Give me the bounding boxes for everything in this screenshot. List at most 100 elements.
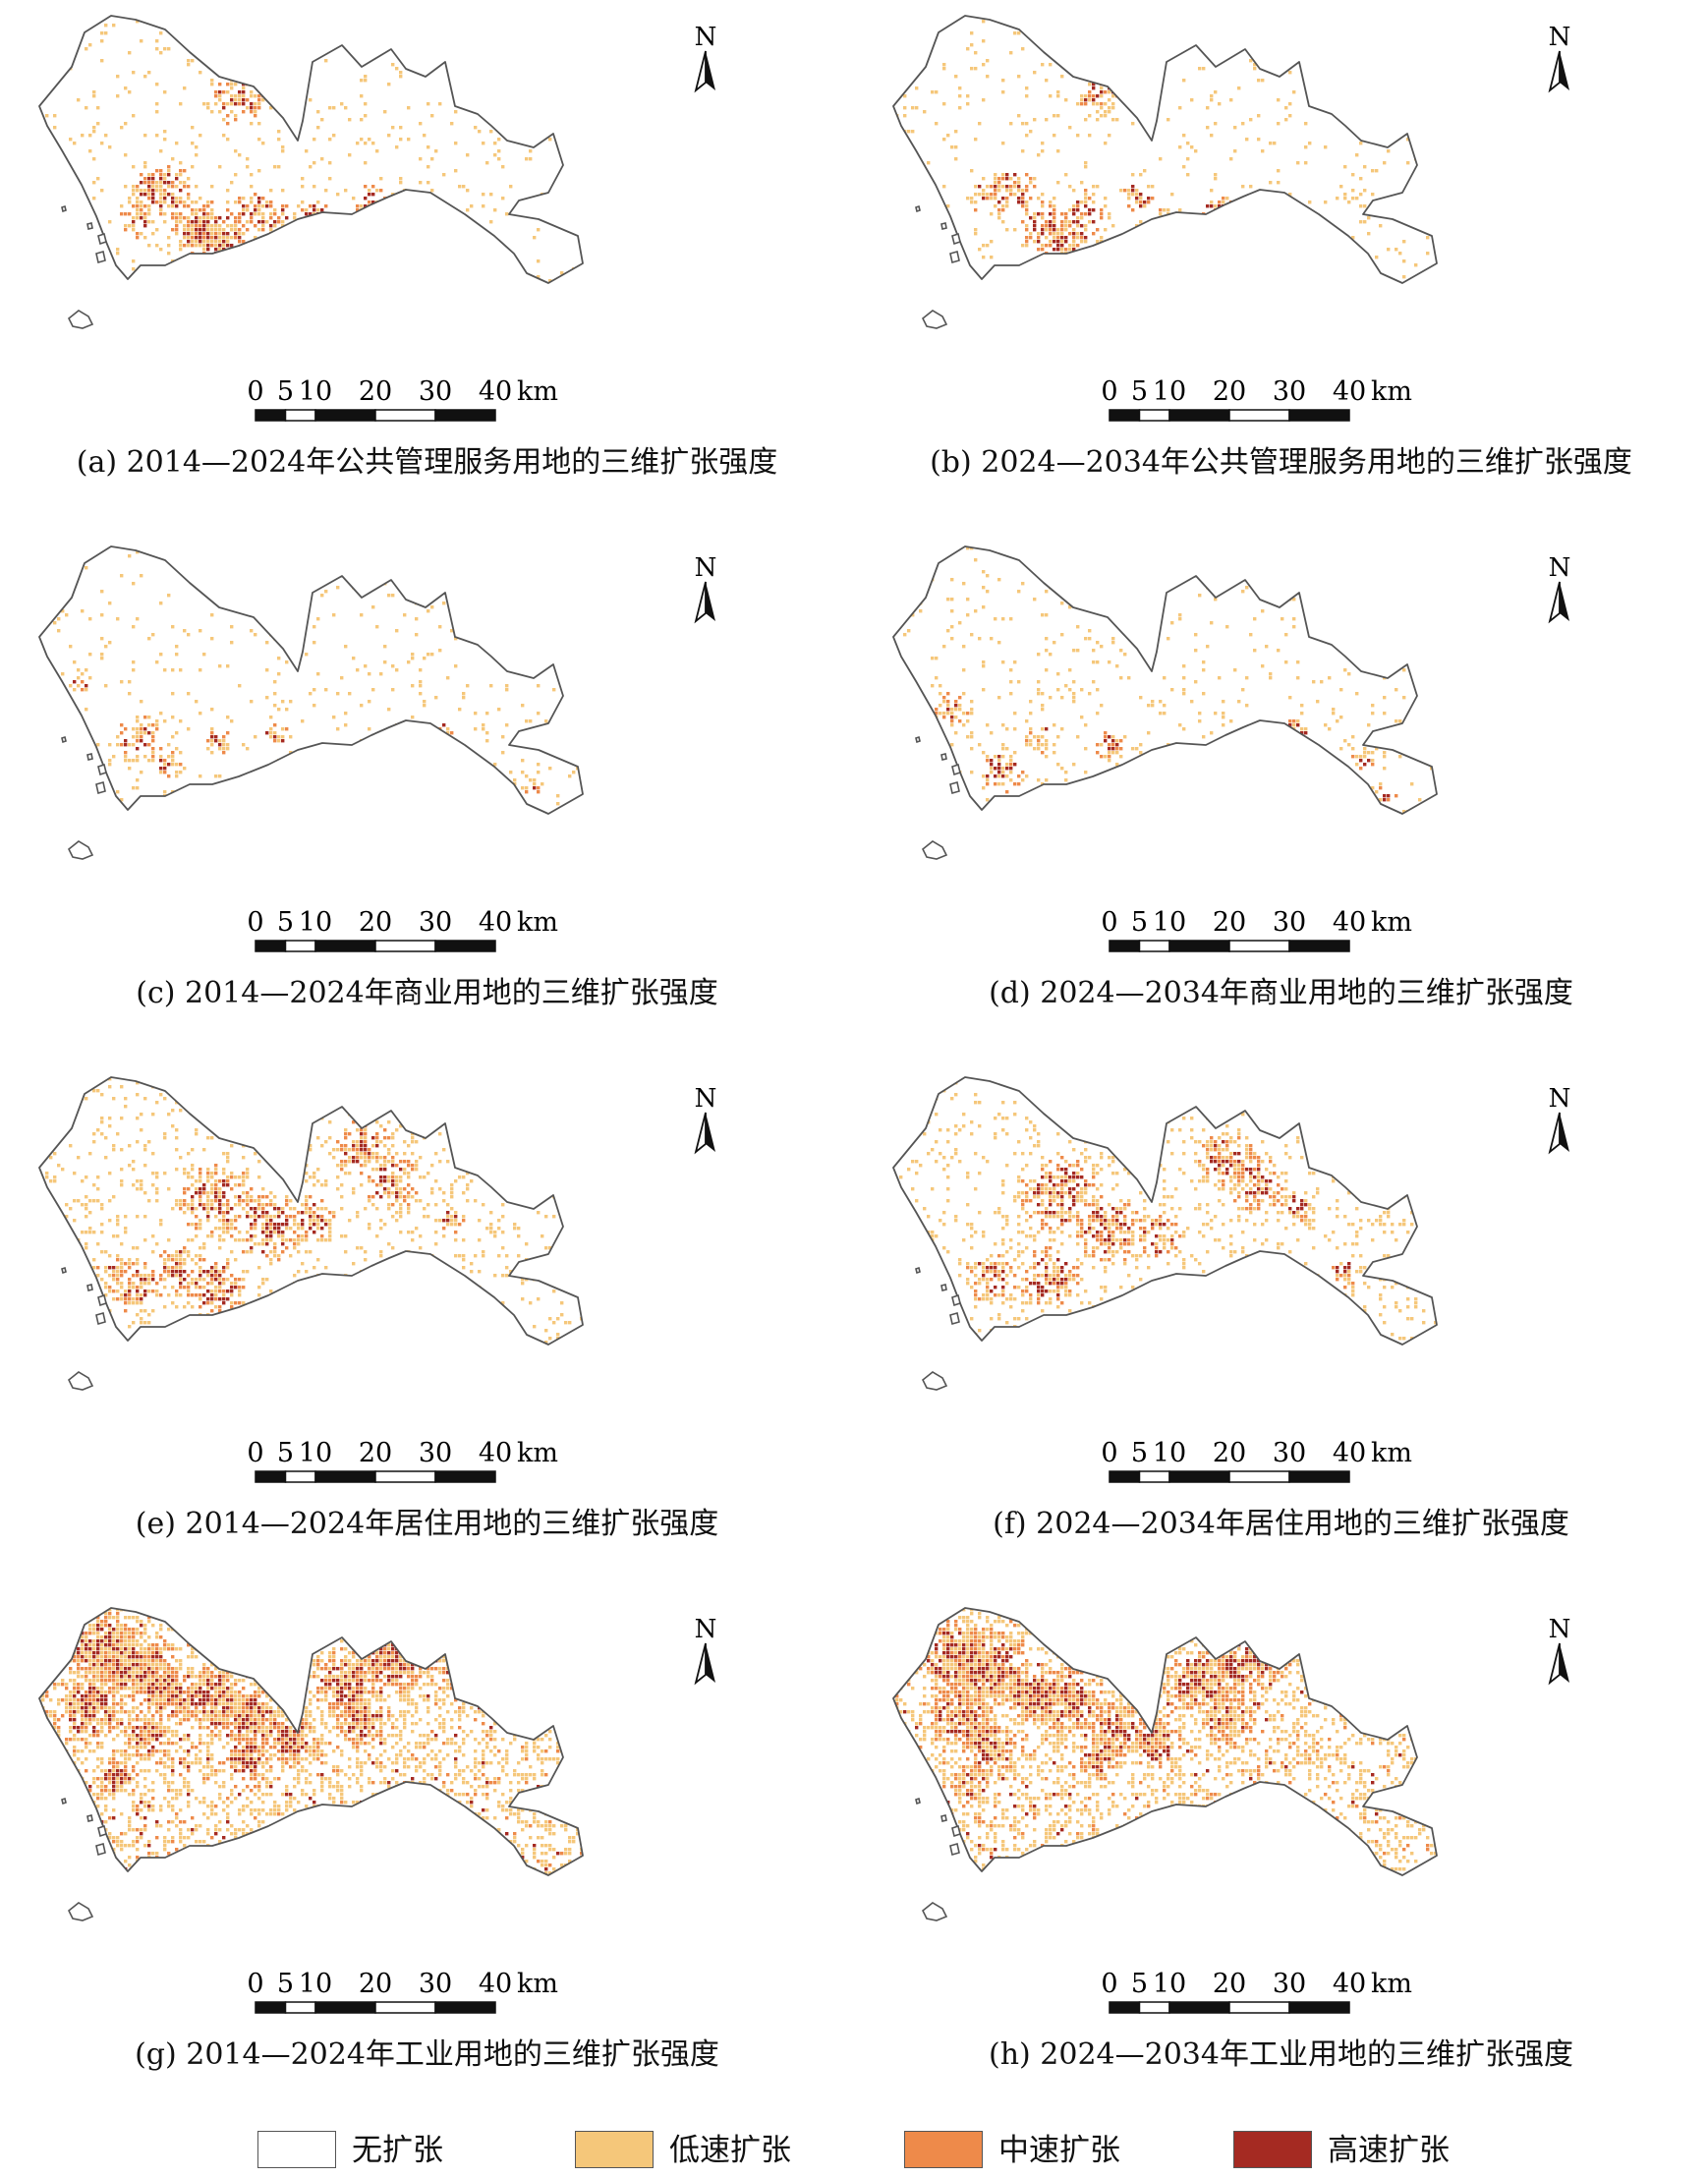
scale-unit-label: km	[517, 376, 558, 407]
scale-tick-label: 30	[1273, 1438, 1306, 1468]
north-arrow-icon	[1548, 581, 1569, 624]
map-d	[892, 545, 1438, 860]
scale-tick-label: 40	[479, 907, 512, 938]
scale-tick-label: 40	[1333, 1969, 1366, 1999]
panel-c: N 0 5 10 20 30 40 km (c) 2014—2024年商业用地的三维扩张强度	[0, 531, 854, 1061]
legend-swatch	[904, 2131, 983, 2168]
north-label: N	[695, 553, 717, 583]
scale-tick-label: 20	[359, 1969, 392, 1999]
panel-caption: (a) 2014—2024年公共管理服务用地的三维扩张强度	[76, 445, 778, 480]
panel-caption: (g) 2014—2024年工业用地的三维扩张强度	[135, 2037, 719, 2072]
panel-d: N 0 5 10 20 30 40 km (d) 2024—2034年商业用地的三维扩张强度	[854, 531, 1708, 1061]
map-b	[892, 15, 1438, 329]
panel-e: N 0 5 10 20 30 40 km (e) 2014—2024年居住用地的三维扩张强度	[0, 1061, 854, 1592]
scale-unit-label: km	[1371, 376, 1412, 407]
scale-tick-label: 10	[299, 1969, 332, 1999]
scale-bar: 0 5 10 20 30 40 km	[1101, 1438, 1412, 1483]
scale-tick-label: 0	[1101, 907, 1117, 938]
scale-tick-label: 20	[1213, 376, 1246, 407]
scale-unit-label: km	[517, 907, 558, 938]
north-arrow-icon	[694, 50, 715, 93]
panel-caption: (c) 2014—2024年商业用地的三维扩张强度	[136, 976, 718, 1010]
scale-bar: 0 5 10 20 30 40 km	[1101, 907, 1412, 952]
panel-caption: (e) 2014—2024年居住用地的三维扩张强度	[135, 1507, 719, 1541]
scale-tick-label: 40	[1333, 1438, 1366, 1468]
panel-a: N 0 5 10 20 30 40 km (a) 2014—2024年公共管理服务用地的三维扩张…	[0, 0, 854, 531]
map-c	[38, 545, 584, 860]
north-label: N	[1549, 1615, 1571, 1644]
north-arrow-icon	[1548, 50, 1569, 93]
panel-caption: (h) 2024—2034年工业用地的三维扩张强度	[989, 2037, 1573, 2072]
scale-tick-label: 5	[277, 907, 294, 938]
scale-tick-label: 5	[1131, 1438, 1148, 1468]
legend: 无扩张 低速扩张 中速扩张 高速扩张	[0, 2123, 1708, 2178]
scale-bar: 0 5 10 20 30 40 km	[247, 1438, 558, 1483]
scale-tick-label: 20	[1213, 1969, 1246, 1999]
scale-tick-label: 0	[1101, 376, 1117, 407]
city-boundary	[38, 545, 584, 815]
legend-swatch	[575, 2131, 654, 2168]
map-f	[892, 1076, 1438, 1391]
legend-swatch	[257, 2131, 336, 2168]
panel-caption: (b) 2024—2034年公共管理服务用地的三维扩张强度	[930, 445, 1632, 480]
scale-tick-label: 0	[1101, 1969, 1117, 1999]
scale-tick-label: 30	[419, 1969, 452, 1999]
scale-unit-label: km	[1371, 1438, 1412, 1468]
scale-bar: 0 5 10 20 30 40 km	[1101, 376, 1412, 422]
scale-tick-label: 10	[1153, 907, 1186, 938]
legend-label: 高速扩张	[1328, 2133, 1450, 2168]
city-boundary	[892, 15, 1438, 284]
panel-caption: (f) 2024—2034年居住用地的三维扩张强度	[993, 1507, 1569, 1541]
scale-unit-label: km	[1371, 1969, 1412, 1999]
scale-tick-label: 0	[247, 1969, 263, 1999]
city-boundary	[38, 1076, 584, 1346]
scale-tick-label: 0	[247, 907, 263, 938]
north-label: N	[1549, 23, 1571, 52]
legend-label: 低速扩张	[669, 2133, 791, 2168]
scale-bar: 0 5 10 20 30 40 km	[1101, 1969, 1412, 2014]
scale-tick-label: 30	[1273, 1969, 1306, 1999]
scale-tick-label: 5	[277, 1438, 294, 1468]
map-a	[38, 15, 584, 329]
city-boundary	[892, 1076, 1438, 1346]
north-label: N	[695, 23, 717, 52]
scale-tick-label: 30	[1273, 907, 1306, 938]
north-arrow-icon	[1548, 1642, 1569, 1686]
scale-tick-label: 40	[479, 1438, 512, 1468]
north-label: N	[1549, 1084, 1571, 1114]
scale-tick-label: 20	[359, 907, 392, 938]
panel-caption: (d) 2024—2034年商业用地的三维扩张强度	[989, 976, 1573, 1010]
scale-tick-label: 10	[299, 376, 332, 407]
city-boundary	[38, 1607, 584, 1876]
north-label: N	[695, 1084, 717, 1114]
scale-tick-label: 30	[1273, 376, 1306, 407]
scale-tick-label: 5	[277, 1969, 294, 1999]
scale-tick-label: 0	[247, 1438, 263, 1468]
scale-tick-label: 40	[1333, 907, 1366, 938]
scale-tick-label: 5	[1131, 907, 1148, 938]
north-label: N	[695, 1615, 717, 1644]
scale-bar: 0 5 10 20 30 40 km	[247, 376, 558, 422]
scale-tick-label: 10	[299, 907, 332, 938]
map-g	[38, 1607, 584, 1921]
scale-tick-label: 5	[1131, 1969, 1148, 1999]
scale-unit-label: km	[1371, 907, 1412, 938]
scale-tick-label: 40	[479, 376, 512, 407]
scale-tick-label: 10	[1153, 376, 1186, 407]
panel-b: N 0 5 10 20 30 40 km (b) 2024—2034年公共管理服务用地的三维扩张…	[854, 0, 1708, 531]
scale-tick-label: 20	[1213, 907, 1246, 938]
city-boundary	[892, 1607, 1438, 1876]
scale-tick-label: 20	[359, 376, 392, 407]
north-arrow-icon	[694, 1112, 715, 1155]
scale-tick-label: 10	[299, 1438, 332, 1468]
scale-tick-label: 10	[1153, 1438, 1186, 1468]
city-boundary	[38, 15, 584, 284]
scale-tick-label: 10	[1153, 1969, 1186, 1999]
map-e	[38, 1076, 584, 1391]
legend-label: 中速扩张	[998, 2133, 1120, 2168]
scale-tick-label: 0	[1101, 1438, 1117, 1468]
scale-unit-label: km	[517, 1438, 558, 1468]
north-label: N	[1549, 553, 1571, 583]
scale-tick-label: 0	[247, 376, 263, 407]
scale-tick-label: 30	[419, 376, 452, 407]
